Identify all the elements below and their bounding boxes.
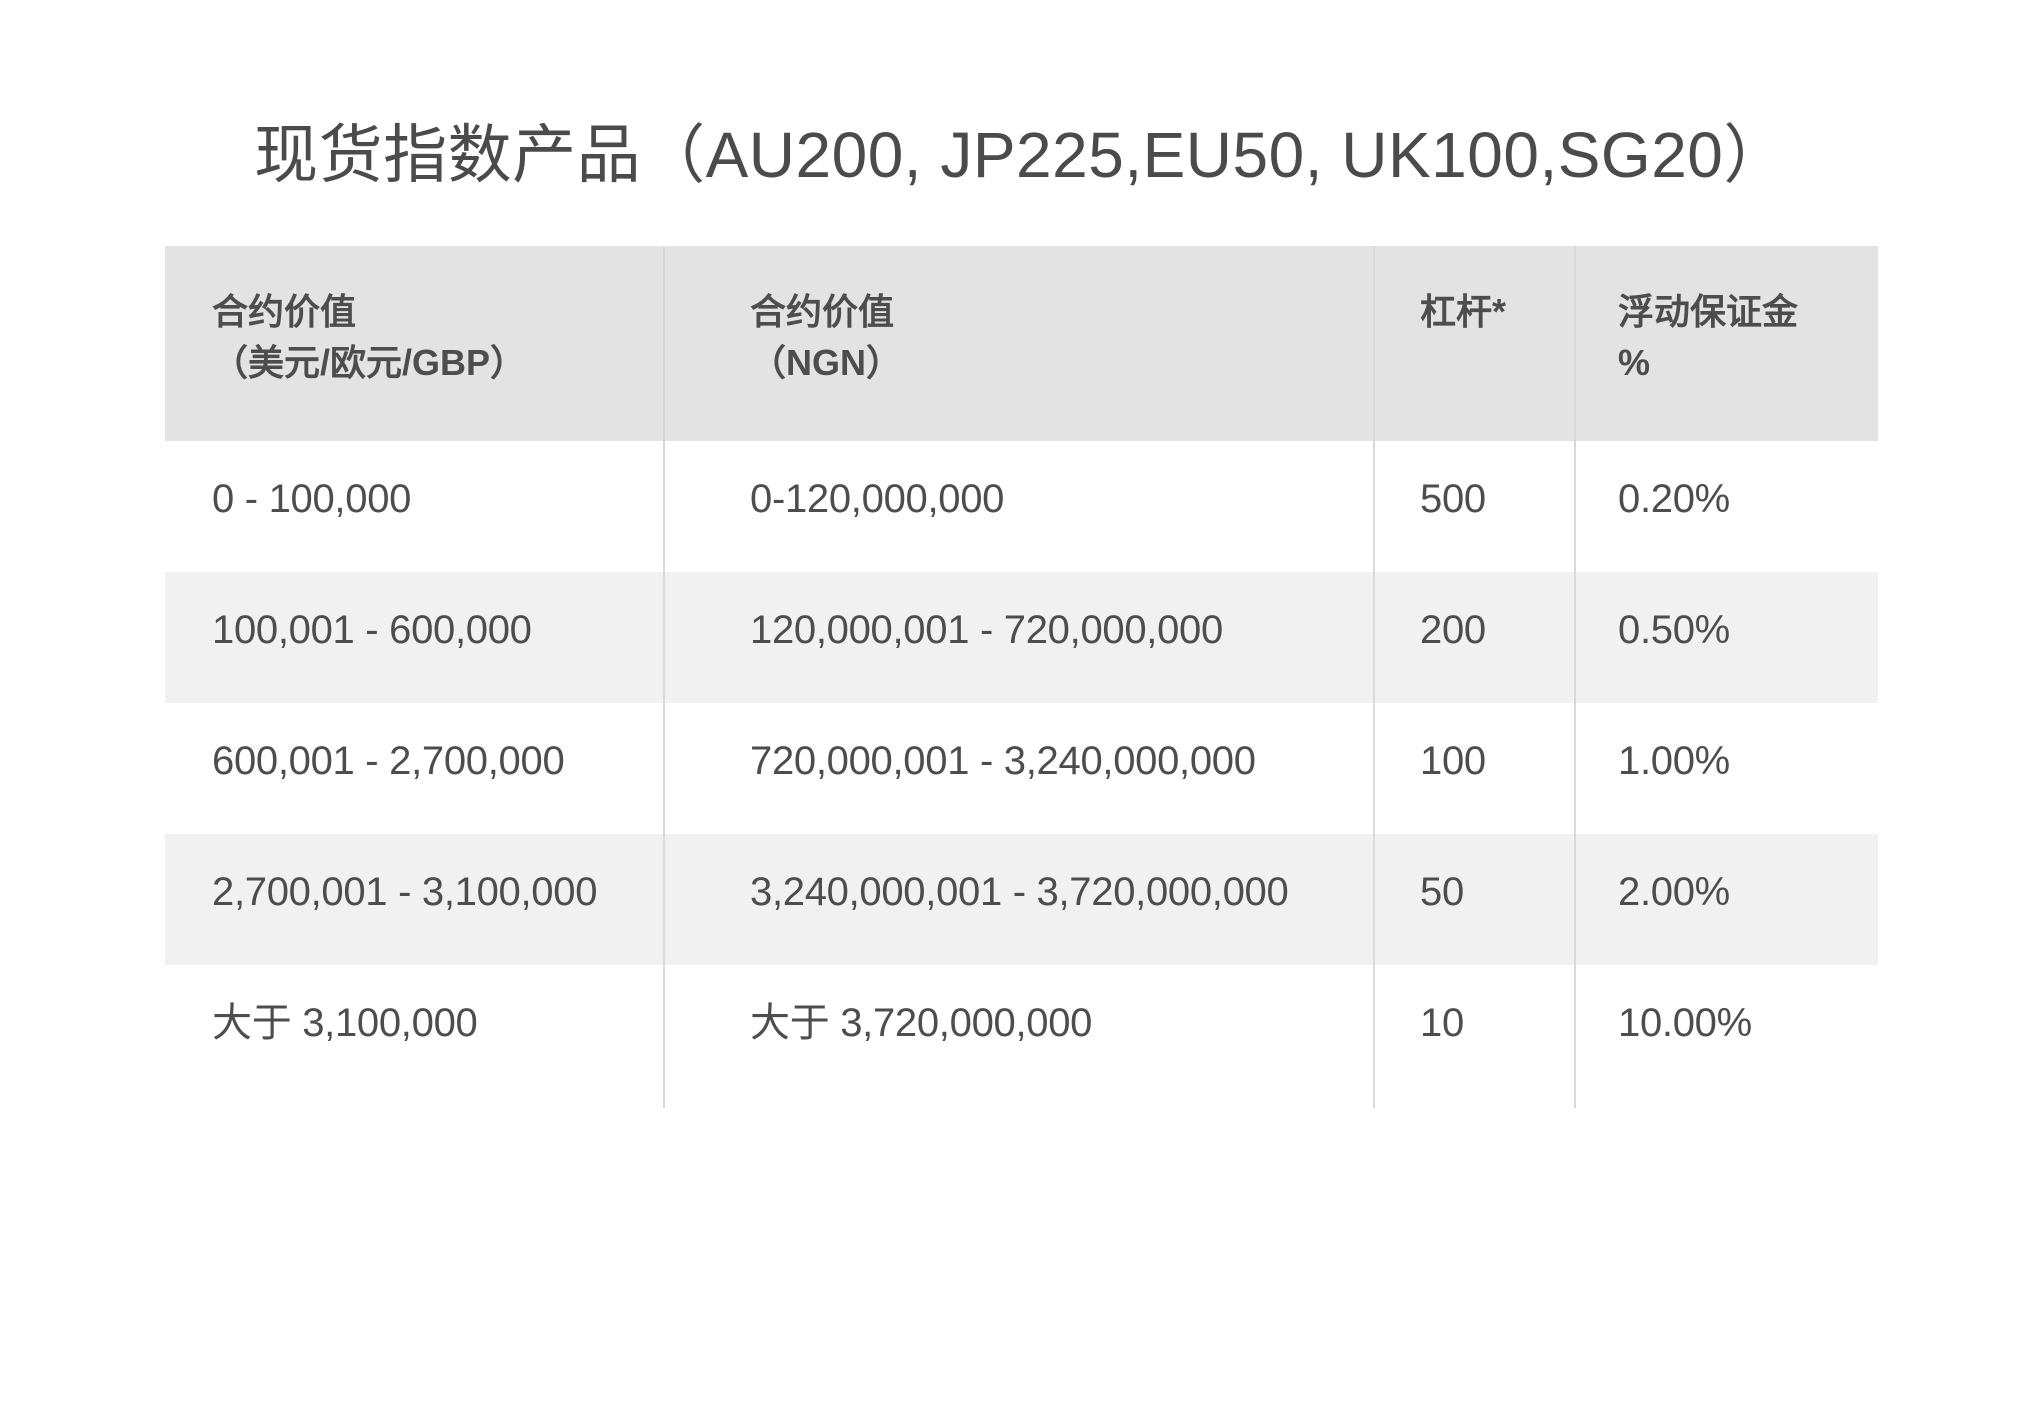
page-title: 现货指数产品（AU200, JP225,EU50, UK100,SG20） [254, 119, 1788, 191]
header-row: 合约价值 （美元/欧元/GBP） 合约价值 （NGN） 杠杆* 浮动保证金 % [165, 246, 1878, 441]
table-cell: 500 [1374, 441, 1576, 572]
table-row: 600,001 - 2,700,000 720,000,001 - 3,240,… [165, 703, 1878, 834]
table-cell: 0 - 100,000 [165, 441, 665, 572]
table-cell: 100 [1374, 703, 1576, 834]
table-cell: 10 [1374, 965, 1576, 1108]
column-header-contract-value-ngn: 合约价值 （NGN） [664, 246, 1375, 441]
table-row: 2,700,001 - 3,100,000 3,240,000,001 - 3,… [165, 834, 1878, 965]
table-row: 0 - 100,000 0-120,000,000 500 0.20% [165, 441, 1878, 572]
table-cell: 720,000,001 - 3,240,000,000 [664, 703, 1375, 834]
table-cell: 0.20% [1618, 477, 1730, 521]
table-row: 100,001 - 600,000 120,000,001 - 720,000,… [165, 572, 1878, 703]
table-cell: 100,001 - 600,000 [165, 572, 665, 703]
table-cell: 50 [1374, 834, 1576, 965]
table-body: 0 - 100,000 0-120,000,000 500 0.20% 100,… [165, 441, 1878, 1108]
leverage-margin-table: 合约价值 （美元/欧元/GBP） 合约价值 （NGN） 杠杆* 浮动保证金 % … [165, 246, 1878, 1108]
table-cell: 10.00% [1618, 1001, 1752, 1045]
table-cell: 600,001 - 2,700,000 [165, 703, 665, 834]
table-cell: 120,000,001 - 720,000,000 [664, 572, 1375, 703]
table-cell: 1.00% [1618, 739, 1730, 783]
table-cell: 200 [1374, 572, 1576, 703]
column-header-contract-value-usd-eur-gbp: 合约价值 （美元/欧元/GBP） [165, 246, 665, 441]
table-cell: 2.00% [1575, 834, 1878, 965]
table-cell: 大于 3,100,000 [165, 965, 665, 1108]
table-cell: 大于 3,720,000,000 [664, 965, 1375, 1108]
column-header-leverage: 杠杆* [1374, 246, 1576, 441]
table-cell: 3,240,000,001 - 3,720,000,000 [664, 834, 1375, 965]
table-row: 大于 3,100,000 大于 3,720,000,000 10 10.00% [165, 965, 1878, 1108]
table-header: 合约价值 （美元/欧元/GBP） 合约价值 （NGN） 杠杆* 浮动保证金 % [165, 246, 1878, 441]
table-cell: 2,700,001 - 3,100,000 [165, 834, 665, 965]
column-header-floating-margin-percent: 浮动保证金 % [1575, 246, 1878, 441]
table-cell: 0.50% [1575, 572, 1878, 703]
table-cell: 0-120,000,000 [664, 441, 1375, 572]
